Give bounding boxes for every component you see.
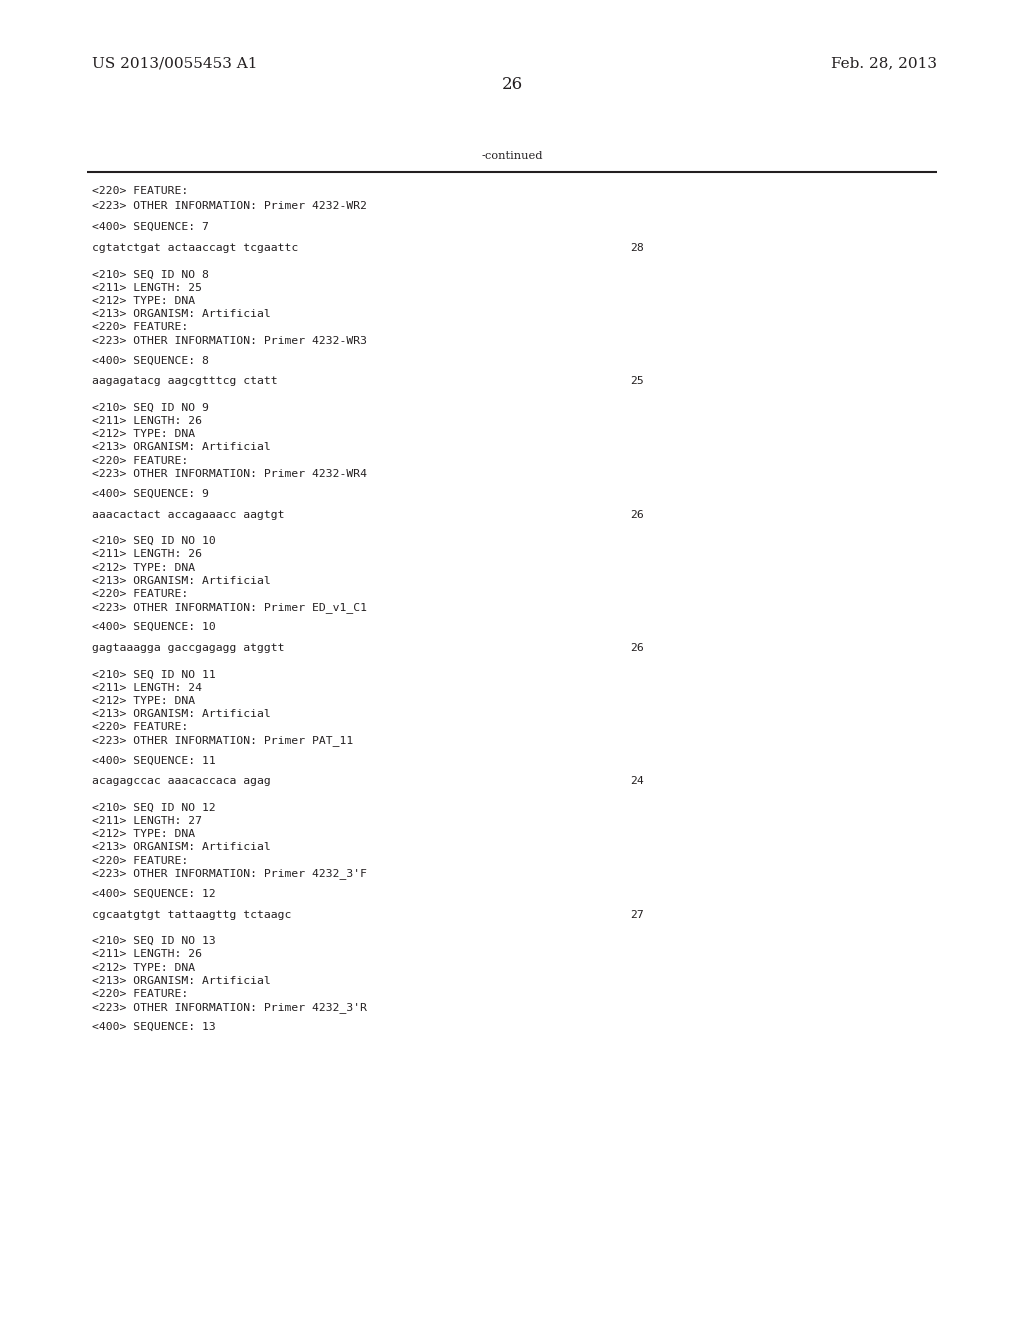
Text: -continued: -continued <box>481 150 543 161</box>
Text: <213> ORGANISM: Artificial: <213> ORGANISM: Artificial <box>92 975 271 986</box>
Text: cgcaatgtgt tattaagttg tctaagc: cgcaatgtgt tattaagttg tctaagc <box>92 909 292 920</box>
Text: <211> LENGTH: 25: <211> LENGTH: 25 <box>92 282 202 293</box>
Text: <400> SEQUENCE: 12: <400> SEQUENCE: 12 <box>92 888 216 899</box>
Text: <223> OTHER INFORMATION: Primer 4232_3'F: <223> OTHER INFORMATION: Primer 4232_3'F <box>92 869 368 879</box>
Text: 24: 24 <box>630 776 643 787</box>
Text: <400> SEQUENCE: 11: <400> SEQUENCE: 11 <box>92 755 216 766</box>
Text: <400> SEQUENCE: 13: <400> SEQUENCE: 13 <box>92 1022 216 1032</box>
Text: <210> SEQ ID NO 12: <210> SEQ ID NO 12 <box>92 803 216 813</box>
Text: aaacactact accagaaacc aagtgt: aaacactact accagaaacc aagtgt <box>92 510 285 520</box>
Text: <210> SEQ ID NO 13: <210> SEQ ID NO 13 <box>92 936 216 946</box>
Text: Feb. 28, 2013: Feb. 28, 2013 <box>830 57 937 70</box>
Text: <211> LENGTH: 27: <211> LENGTH: 27 <box>92 816 202 826</box>
Text: <223> OTHER INFORMATION: Primer 4232_3'R: <223> OTHER INFORMATION: Primer 4232_3'R <box>92 1002 368 1012</box>
Text: <213> ORGANISM: Artificial: <213> ORGANISM: Artificial <box>92 842 271 853</box>
Text: <213> ORGANISM: Artificial: <213> ORGANISM: Artificial <box>92 576 271 586</box>
Text: <212> TYPE: DNA: <212> TYPE: DNA <box>92 962 196 973</box>
Text: <212> TYPE: DNA: <212> TYPE: DNA <box>92 429 196 440</box>
Text: <220> FEATURE:: <220> FEATURE: <box>92 722 188 733</box>
Text: 26: 26 <box>502 77 522 92</box>
Text: <223> OTHER INFORMATION: Primer PAT_11: <223> OTHER INFORMATION: Primer PAT_11 <box>92 735 353 746</box>
Text: <220> FEATURE:: <220> FEATURE: <box>92 186 188 197</box>
Text: US 2013/0055453 A1: US 2013/0055453 A1 <box>92 57 258 70</box>
Text: <213> ORGANISM: Artificial: <213> ORGANISM: Artificial <box>92 709 271 719</box>
Text: <220> FEATURE:: <220> FEATURE: <box>92 455 188 466</box>
Text: cgtatctgat actaaccagt tcgaattc: cgtatctgat actaaccagt tcgaattc <box>92 243 298 253</box>
Text: <223> OTHER INFORMATION: Primer 4232-WR4: <223> OTHER INFORMATION: Primer 4232-WR4 <box>92 469 368 479</box>
Text: <210> SEQ ID NO 10: <210> SEQ ID NO 10 <box>92 536 216 546</box>
Text: 27: 27 <box>630 909 643 920</box>
Text: <223> OTHER INFORMATION: Primer ED_v1_C1: <223> OTHER INFORMATION: Primer ED_v1_C1 <box>92 602 368 612</box>
Text: <211> LENGTH: 26: <211> LENGTH: 26 <box>92 549 202 560</box>
Text: <220> FEATURE:: <220> FEATURE: <box>92 855 188 866</box>
Text: <213> ORGANISM: Artificial: <213> ORGANISM: Artificial <box>92 309 271 319</box>
Text: <223> OTHER INFORMATION: Primer 4232-WR2: <223> OTHER INFORMATION: Primer 4232-WR2 <box>92 201 368 211</box>
Text: <220> FEATURE:: <220> FEATURE: <box>92 589 188 599</box>
Text: <210> SEQ ID NO 9: <210> SEQ ID NO 9 <box>92 403 209 413</box>
Text: <400> SEQUENCE: 7: <400> SEQUENCE: 7 <box>92 222 209 232</box>
Text: <213> ORGANISM: Artificial: <213> ORGANISM: Artificial <box>92 442 271 453</box>
Text: <212> TYPE: DNA: <212> TYPE: DNA <box>92 296 196 306</box>
Text: <211> LENGTH: 24: <211> LENGTH: 24 <box>92 682 202 693</box>
Text: <220> FEATURE:: <220> FEATURE: <box>92 322 188 333</box>
Text: <400> SEQUENCE: 10: <400> SEQUENCE: 10 <box>92 622 216 632</box>
Text: <210> SEQ ID NO 8: <210> SEQ ID NO 8 <box>92 269 209 280</box>
Text: gagtaaagga gaccgagagg atggtt: gagtaaagga gaccgagagg atggtt <box>92 643 285 653</box>
Text: aagagatacg aagcgtttcg ctatt: aagagatacg aagcgtttcg ctatt <box>92 376 278 387</box>
Text: <210> SEQ ID NO 11: <210> SEQ ID NO 11 <box>92 669 216 680</box>
Text: <400> SEQUENCE: 8: <400> SEQUENCE: 8 <box>92 355 209 366</box>
Text: <211> LENGTH: 26: <211> LENGTH: 26 <box>92 416 202 426</box>
Text: acagagccac aaacaccaca agag: acagagccac aaacaccaca agag <box>92 776 271 787</box>
Text: 26: 26 <box>630 643 643 653</box>
Text: <212> TYPE: DNA: <212> TYPE: DNA <box>92 829 196 840</box>
Text: <212> TYPE: DNA: <212> TYPE: DNA <box>92 696 196 706</box>
Text: <220> FEATURE:: <220> FEATURE: <box>92 989 188 999</box>
Text: <211> LENGTH: 26: <211> LENGTH: 26 <box>92 949 202 960</box>
Text: 28: 28 <box>630 243 643 253</box>
Text: <223> OTHER INFORMATION: Primer 4232-WR3: <223> OTHER INFORMATION: Primer 4232-WR3 <box>92 335 368 346</box>
Text: <212> TYPE: DNA: <212> TYPE: DNA <box>92 562 196 573</box>
Text: 26: 26 <box>630 510 643 520</box>
Text: <400> SEQUENCE: 9: <400> SEQUENCE: 9 <box>92 488 209 499</box>
Text: 25: 25 <box>630 376 643 387</box>
